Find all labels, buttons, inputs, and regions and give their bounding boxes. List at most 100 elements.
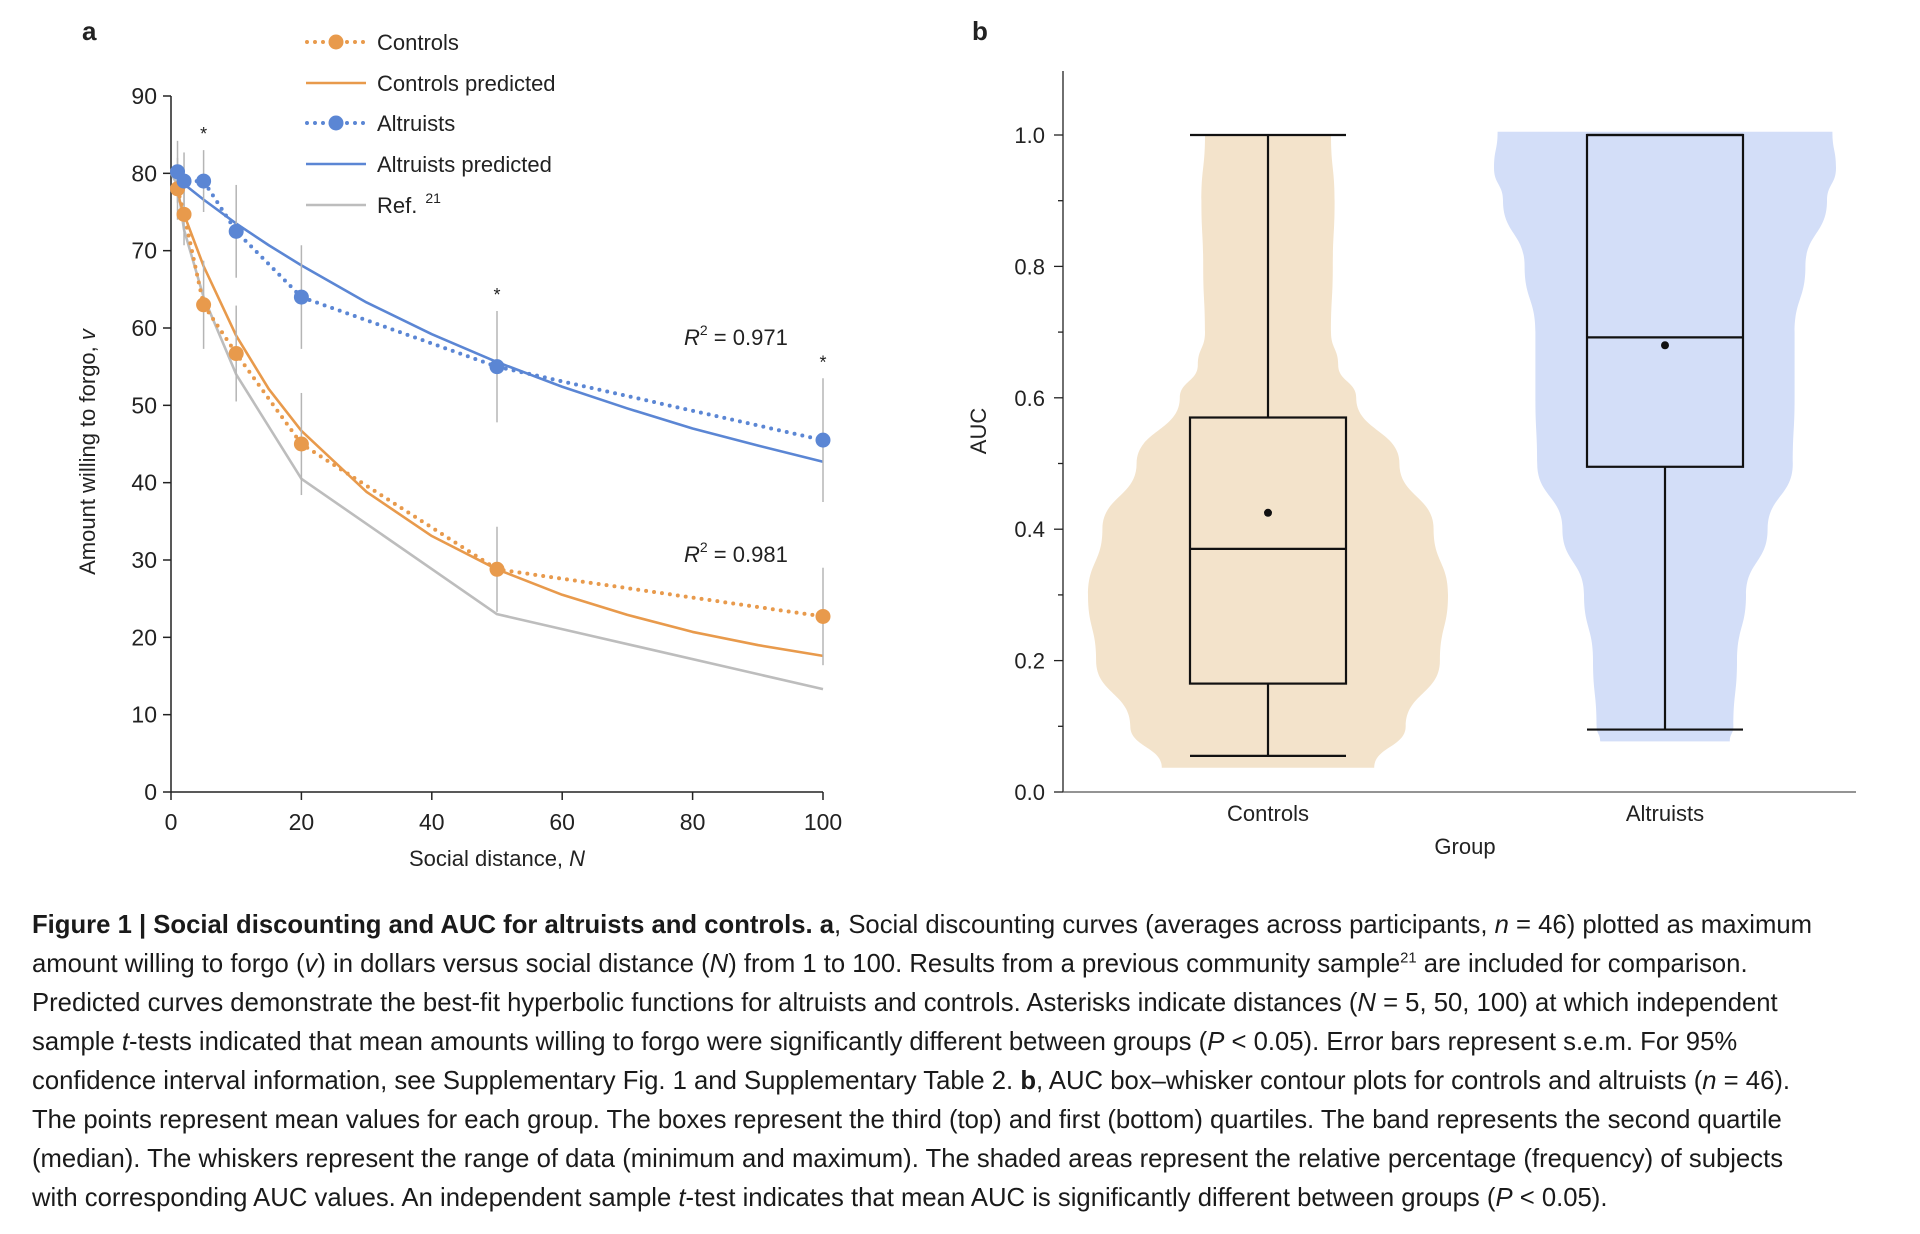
y-axis-label: Amount willing to forgo, v	[75, 327, 100, 575]
caption-text: ) from 1 to 100. Results from a previous…	[728, 948, 1401, 978]
legend-label: Ref. 21	[377, 190, 441, 218]
data-point-controls	[196, 297, 212, 313]
caption-text: sample	[32, 1026, 122, 1056]
caption-text: confidence interval information, see Sup…	[32, 1065, 1021, 1095]
caption-text: -tests indicated that mean amounts willi…	[129, 1026, 1208, 1056]
caption-text: v	[304, 948, 318, 978]
panel-b-label: b	[972, 16, 988, 46]
legend-item: Altruists	[305, 111, 455, 136]
legend-item: Controls	[305, 30, 459, 55]
y-tick-label: 80	[131, 160, 157, 186]
r-value: = 0.971	[708, 325, 788, 350]
x-axis-label-var: N	[569, 846, 585, 871]
x-tick-label: 60	[549, 809, 575, 835]
caption-line: amount willing to forgo (v) in dollars v…	[32, 944, 1888, 983]
legend-superscript: 21	[425, 190, 441, 206]
caption-text: t	[121, 1026, 130, 1056]
y-tick-label: 10	[131, 702, 157, 728]
r-symbol: R	[684, 325, 700, 350]
series-line-altruists-predicted	[170, 171, 824, 464]
data-point-controls	[293, 436, 309, 452]
mean-point	[1661, 341, 1669, 350]
caption-text: = 46).	[1716, 1065, 1791, 1095]
x-category-label: Altruists	[1626, 801, 1704, 826]
boxplot-controls	[1188, 133, 1348, 757]
caption-text: amount willing to forgo (	[32, 948, 305, 978]
caption-line: with corresponding AUC values. An indepe…	[32, 1178, 1888, 1217]
caption-text: P	[1207, 1026, 1225, 1056]
y-tick-label: 0.2	[1014, 649, 1045, 674]
data-point-altruists	[293, 289, 309, 305]
x-tick-label: 40	[419, 809, 445, 835]
caption-text: (median). The whiskers represent the ran…	[32, 1143, 1784, 1173]
legend-item: Controls predicted	[306, 71, 556, 96]
r-superscript: 2	[700, 322, 708, 338]
caption-text: Predicted curves demonstrate the best-fi…	[32, 987, 1358, 1017]
y-tick-label: 70	[131, 238, 157, 264]
data-point-controls	[176, 206, 192, 222]
data-point-controls	[815, 608, 831, 624]
y-tick-label: 30	[131, 547, 157, 573]
x-tick-label: 80	[680, 809, 706, 835]
data-point-altruists	[815, 432, 831, 448]
y-tick-label: 0	[144, 779, 157, 805]
r-value: = 0.981	[708, 542, 788, 567]
legend-marker	[328, 34, 344, 50]
y-tick-label: 0.8	[1014, 254, 1045, 279]
legend-marker	[328, 115, 344, 131]
caption-text: The points represent mean values for eac…	[32, 1104, 1782, 1134]
panel-b: b 0.0 0.2 0.4 0.6 0.8 1.0 AUC Controls Altruists…	[966, 16, 1856, 859]
iqr-box	[1188, 416, 1348, 685]
y-axis-label: AUC	[966, 408, 991, 455]
caption-line: (median). The whiskers represent the ran…	[32, 1139, 1888, 1178]
caption-line: sample t-tests indicated that mean amoun…	[32, 1022, 1888, 1061]
caption-text: ) in dollars versus social distance (	[317, 948, 710, 978]
series-line-controls-predicted	[170, 187, 824, 658]
legend-label: Controls	[377, 30, 459, 55]
caption-text: = 5, 50, 100) at which independent	[1375, 987, 1778, 1017]
figure-caption: Figure 1 | Social discounting and AUC fo…	[32, 905, 1912, 1217]
y-tick-label: 0.4	[1014, 517, 1045, 542]
y-tick-label: 0.0	[1014, 780, 1045, 805]
significance-asterisk: *	[819, 352, 826, 372]
legend-label: Controls predicted	[377, 71, 556, 96]
caption-line: Predicted curves demonstrate the best-fi…	[32, 983, 1888, 1022]
data-point-altruists	[489, 359, 505, 375]
r-squared-label: R2 = 0.981	[684, 539, 788, 567]
caption-line: Figure 1 | Social discounting and AUC fo…	[32, 905, 1888, 944]
caption-text: = 46) plotted as maximum	[1508, 909, 1813, 939]
y-axis-label-var: v	[75, 327, 100, 340]
panel-a: a 0 10 20 30 40 50 60 70 80 90 0 20 40 60 80 100 Social …	[75, 16, 842, 871]
legend-item: Altruists predicted	[306, 152, 552, 177]
caption-text: -test indicates that mean AUC is signifi…	[685, 1182, 1496, 1212]
caption-text: N	[1357, 987, 1376, 1017]
iqr-box	[1585, 133, 1745, 468]
caption-text: , AUC box–whisker contour plots for cont…	[1036, 1065, 1703, 1095]
significance-asterisk: *	[200, 124, 207, 144]
caption-text: n	[1494, 909, 1509, 939]
caption-text: Figure 1 | Social discounting and AUC fo…	[32, 909, 835, 939]
caption-text: < 0.05).	[1512, 1182, 1608, 1212]
panel-a-label: a	[82, 16, 97, 46]
x-tick-label: 0	[165, 809, 178, 835]
y-tick-label: 1.0	[1014, 123, 1045, 148]
caption-line: confidence interval information, see Sup…	[32, 1061, 1888, 1100]
caption-text: are included for comparison.	[1416, 948, 1748, 978]
r-squared-label: R2 = 0.971	[684, 322, 788, 350]
legend-label: Altruists	[377, 111, 455, 136]
data-point-controls	[228, 346, 244, 362]
y-tick-label: 20	[131, 624, 157, 650]
boxplot-altruists	[1585, 133, 1745, 731]
caption-text: N	[709, 948, 729, 978]
series-line-altruists	[175, 169, 825, 443]
caption-text: b	[1020, 1065, 1037, 1095]
r-symbol: R	[684, 542, 700, 567]
x-tick-label: 100	[804, 809, 842, 835]
y-tick-label: 50	[131, 392, 157, 418]
x-tick-label: 20	[289, 809, 315, 835]
caption-text: t	[678, 1182, 686, 1212]
violin-controls	[1088, 135, 1448, 768]
caption-text: 21	[1400, 949, 1417, 967]
caption-text: < 0.05). Error bars represent s.e.m. For…	[1224, 1026, 1738, 1056]
caption-text: P	[1495, 1182, 1513, 1212]
